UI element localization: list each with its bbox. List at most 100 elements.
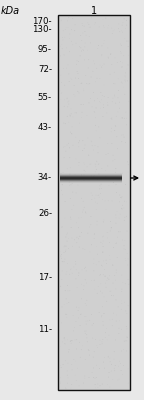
Point [101, 234, 104, 240]
Point [84, 44, 86, 50]
Point [120, 79, 123, 85]
Point [94, 195, 96, 202]
Point [68, 14, 70, 21]
Point [67, 349, 70, 355]
Point [68, 346, 70, 353]
Point [93, 172, 95, 179]
Point [123, 198, 126, 204]
Point [68, 145, 71, 151]
Point [95, 128, 97, 134]
Point [95, 206, 97, 213]
Point [70, 340, 72, 346]
Point [96, 342, 98, 349]
Point [114, 123, 116, 129]
Point [110, 361, 112, 368]
Point [94, 142, 96, 149]
Point [61, 182, 63, 188]
Point [94, 286, 96, 292]
Point [64, 198, 66, 205]
Point [119, 194, 122, 201]
Point [100, 96, 103, 103]
Point [110, 292, 113, 299]
Text: kDa: kDa [0, 6, 20, 16]
Point [107, 229, 109, 236]
Point [94, 160, 96, 167]
Point [88, 347, 90, 354]
Text: 170-: 170- [32, 18, 52, 26]
Point [76, 68, 78, 75]
Point [60, 90, 62, 97]
Point [117, 108, 119, 115]
Point [101, 262, 103, 268]
Point [127, 262, 129, 268]
Point [109, 218, 112, 225]
Point [70, 26, 73, 33]
Point [88, 56, 90, 63]
Point [92, 354, 94, 360]
Point [62, 37, 64, 43]
Point [99, 337, 101, 343]
Point [59, 283, 61, 289]
Point [124, 181, 127, 188]
Point [127, 38, 129, 44]
Point [61, 304, 63, 310]
Point [107, 163, 109, 169]
Point [92, 260, 95, 267]
Point [99, 134, 101, 141]
Point [109, 228, 111, 234]
Point [75, 190, 77, 196]
Point [73, 82, 75, 89]
Point [78, 138, 80, 144]
Point [66, 142, 68, 148]
Point [76, 58, 78, 64]
Point [77, 140, 80, 146]
Point [109, 256, 111, 263]
Point [106, 381, 109, 388]
Text: 95-: 95- [38, 46, 52, 54]
Point [122, 362, 125, 368]
Point [122, 371, 124, 378]
Point [84, 168, 86, 175]
Point [65, 248, 67, 255]
Point [81, 80, 83, 86]
Point [85, 72, 87, 79]
Point [77, 315, 80, 321]
Point [66, 268, 68, 275]
Point [92, 173, 95, 180]
Point [63, 103, 65, 110]
Point [65, 247, 67, 253]
Point [84, 161, 86, 168]
Point [103, 294, 105, 300]
Point [106, 110, 108, 116]
Point [111, 116, 113, 122]
Point [106, 277, 108, 284]
Point [69, 214, 72, 220]
Point [61, 224, 63, 230]
Point [127, 62, 129, 68]
Point [125, 213, 128, 220]
Point [81, 20, 83, 26]
Point [85, 210, 87, 216]
Point [90, 190, 92, 196]
Point [110, 226, 112, 232]
Point [93, 268, 95, 274]
Point [99, 341, 101, 348]
Point [78, 120, 81, 126]
Point [60, 364, 62, 371]
Point [103, 37, 105, 44]
Point [81, 22, 84, 29]
Point [113, 128, 116, 134]
Point [82, 209, 84, 215]
Point [98, 124, 100, 130]
Point [70, 111, 72, 117]
Point [118, 105, 121, 112]
Point [86, 332, 88, 338]
Point [124, 255, 126, 262]
Point [71, 131, 73, 137]
Point [71, 270, 73, 276]
Point [74, 28, 76, 34]
Point [70, 266, 72, 272]
Point [104, 198, 106, 204]
Point [77, 162, 80, 169]
Point [64, 243, 66, 249]
